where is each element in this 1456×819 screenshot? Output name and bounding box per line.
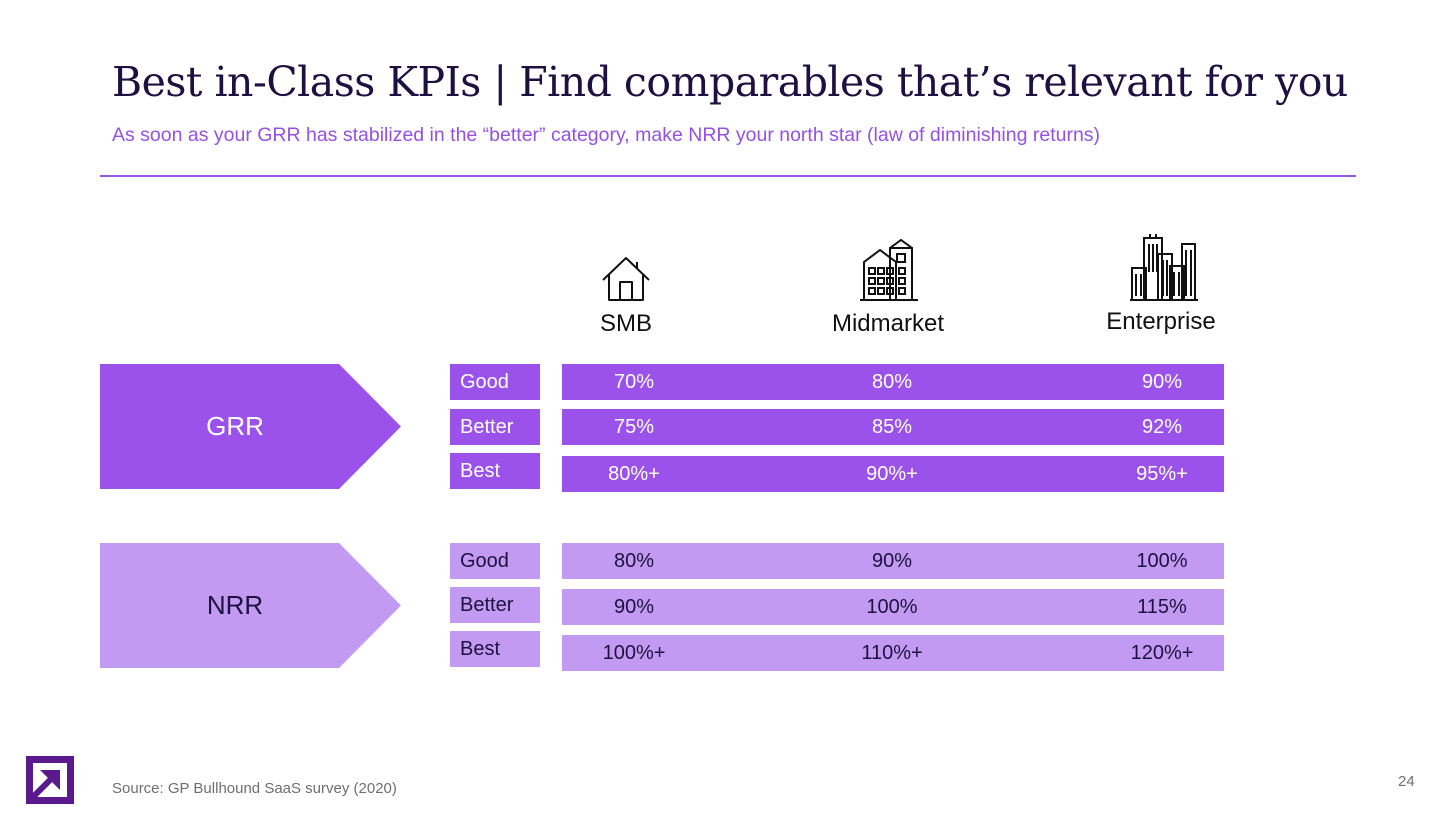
nrr-row-good: 80% 90% 100% xyxy=(562,543,1224,579)
nrr-arrow: NRR xyxy=(100,543,401,668)
nrr-better-smb: 90% xyxy=(613,595,655,618)
grr-best-smb: 80%+ xyxy=(608,462,660,485)
grr-better-smb: 75% xyxy=(613,415,655,438)
nrr-good-midmarket: 90% xyxy=(871,549,913,572)
nrr-better-midmarket: 100% xyxy=(866,595,918,618)
nrr-tier-better: Better xyxy=(450,587,540,623)
slide-title: Best in-Class KPIs | Find comparables th… xyxy=(112,58,1348,106)
nrr-best-smb: 100%+ xyxy=(602,641,666,664)
nrr-good-enterprise: 100% xyxy=(1136,549,1188,572)
grr-good-smb: 70% xyxy=(613,370,655,393)
grr-arrow: GRR xyxy=(100,364,401,489)
grr-row-good: 70% 80% 90% xyxy=(562,364,1224,400)
segment-label-midmarket: Midmarket xyxy=(831,310,945,337)
nrr-better-enterprise: 115% xyxy=(1137,595,1187,618)
nrr-row-better: 90% 100% 115% xyxy=(562,589,1224,625)
arrow-logo-icon xyxy=(26,756,74,804)
page-number: 24 xyxy=(1398,773,1415,790)
nrr-tier-best: Best xyxy=(450,631,540,667)
nrr-row-best: 100%+ 110%+ 120%+ xyxy=(562,635,1224,671)
grr-tier-good: Good xyxy=(450,364,540,400)
source-note: Source: GP Bullhound SaaS survey (2020) xyxy=(112,780,397,797)
grr-label: GRR xyxy=(206,411,264,441)
house-icon xyxy=(602,257,650,301)
grr-tier-best: Best xyxy=(450,453,540,489)
nrr-good-smb: 80% xyxy=(613,549,655,572)
grr-row-best: 80%+ 90%+ 95%+ xyxy=(562,456,1224,492)
segment-label-enterprise: Enterprise xyxy=(1106,308,1216,335)
grr-best-enterprise: 95%+ xyxy=(1136,462,1188,485)
grr-tier-better: Better xyxy=(450,409,540,445)
segment-label-smb: SMB xyxy=(599,310,652,337)
grr-row-better: 75% 85% 92% xyxy=(562,409,1224,445)
nrr-best-midmarket: 110%+ xyxy=(861,641,923,664)
grr-good-enterprise: 90% xyxy=(1141,370,1183,393)
nrr-label: NRR xyxy=(206,590,264,620)
nrr-tier-good: Good xyxy=(450,543,540,579)
grr-better-midmarket: 85% xyxy=(871,415,913,438)
building-icon xyxy=(860,238,918,301)
nrr-best-enterprise: 120%+ xyxy=(1130,641,1194,664)
grr-best-midmarket: 90%+ xyxy=(866,462,918,485)
slide-subtitle: As soon as your GRR has stabilized in th… xyxy=(112,124,1101,146)
grr-good-midmarket: 80% xyxy=(871,370,913,393)
title-divider xyxy=(100,175,1356,177)
skyscraper-icon xyxy=(1130,234,1198,301)
grr-better-enterprise: 92% xyxy=(1141,415,1183,438)
